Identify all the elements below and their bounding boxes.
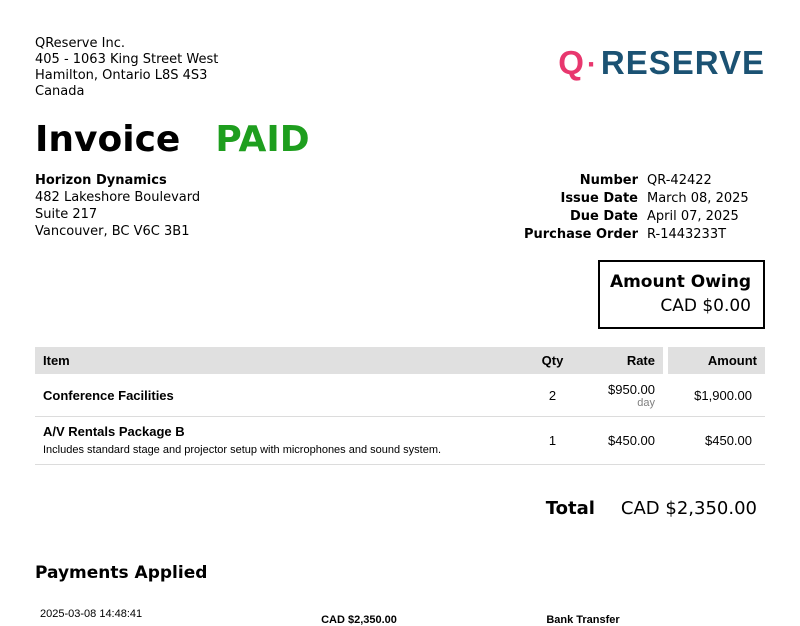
line-item-name: A/V Rentals Package B	[43, 424, 185, 439]
line-items-table: Item Qty Rate Amount Conference Faciliti…	[35, 347, 765, 465]
line-item-rate-cell: $950.00 day	[605, 382, 663, 409]
payment-method: Bank Transfer	[546, 614, 620, 626]
total-row: Total CAD $2,350.00	[35, 498, 765, 519]
line-item-rate-cell: $450.00	[605, 433, 663, 448]
line-item-rate: $950.00	[608, 382, 655, 397]
payment-row: 2025-03-08 14:48:41 CAD $2,350.00 Bank T…	[35, 608, 765, 626]
invoice-number-value: QR-42422	[647, 173, 712, 188]
bill-to-block: Horizon Dynamics 482 Lakeshore Boulevard…	[35, 172, 200, 244]
column-header-rate: Rate	[605, 347, 663, 374]
company-address-line: Hamilton, Ontario L8S 4S3	[35, 68, 208, 83]
line-item-name: Conference Facilities	[43, 388, 174, 403]
payments-applied-heading: Payments Applied	[35, 563, 208, 583]
info-section: Horizon Dynamics 482 Lakeshore Boulevard…	[35, 172, 765, 244]
bill-to-address-line: 482 Lakeshore Boulevard	[35, 190, 201, 205]
total-value: CAD $2,350.00	[620, 498, 757, 519]
line-item-rate: $450.00	[608, 432, 655, 448]
column-header-amount: Amount	[663, 347, 765, 374]
company-address-block: QReserve Inc. 405 - 1063 King Street Wes…	[35, 36, 218, 100]
page-title: Invoice	[35, 119, 181, 160]
table-row: A/V Rentals Package B Includes standard …	[35, 417, 765, 465]
line-item-amount: $1,900.00	[694, 388, 752, 403]
amount-owing-value: CAD $0.00	[660, 296, 751, 316]
table-row: Conference Facilities 2 $950.00 day $1,9…	[35, 374, 765, 417]
page-header: QReserve Inc. 405 - 1063 King Street Wes…	[35, 36, 765, 100]
bill-to-address-line: Suite 217	[35, 207, 98, 222]
title-row: Invoice PAID	[35, 120, 765, 166]
amount-owing-label: Amount Owing	[609, 272, 751, 292]
column-header-qty: Qty	[500, 347, 605, 374]
line-item-rate-unit: day	[637, 397, 655, 409]
company-address-line: 405 - 1063 King Street West	[35, 52, 219, 67]
due-date-value: April 07, 2025	[647, 209, 739, 224]
invoice-number-label: Number	[579, 173, 638, 188]
bill-to-name: Horizon Dynamics	[35, 173, 167, 188]
purchase-order-value: R-1443233T	[647, 227, 727, 242]
company-address-line: Canada	[35, 84, 85, 99]
logo-dot: ·	[586, 48, 598, 81]
payment-date: 2025-03-08 14:48:41	[40, 608, 143, 620]
issue-date-label: Issue Date	[560, 191, 638, 206]
company-name: QReserve Inc.	[35, 36, 125, 51]
total-label: Total	[545, 498, 595, 519]
invoice-details-block: Number QR-42422 Issue Date March 08, 202…	[524, 172, 765, 244]
line-item-amount: $450.00	[705, 432, 752, 448]
payment-amount: CAD $2,350.00	[321, 614, 397, 626]
line-item-qty: 1	[548, 432, 557, 448]
logo-q-mark: Q	[558, 44, 584, 81]
amount-owing-box: Amount Owing CAD $0.00	[598, 260, 765, 329]
qreserve-logo: Q ·RESERVE	[558, 44, 765, 82]
line-item-qty: 2	[548, 388, 557, 403]
issue-date-value: March 08, 2025	[647, 191, 749, 206]
column-header-item: Item	[35, 347, 500, 374]
paid-status-badge: PAID	[215, 119, 310, 160]
purchase-order-label: Purchase Order	[523, 227, 638, 242]
bill-to-address-line: Vancouver, BC V6C 3B1	[35, 224, 190, 239]
logo-wordmark: RESERVE	[600, 44, 765, 81]
due-date-label: Due Date	[570, 209, 638, 224]
line-item-description: Includes standard stage and projector se…	[43, 444, 442, 456]
line-item-name-cell: Conference Facilities	[35, 388, 500, 403]
line-item-name-cell: A/V Rentals Package B Includes standard …	[35, 424, 500, 456]
table-header-row: Item Qty Rate Amount	[35, 347, 765, 374]
